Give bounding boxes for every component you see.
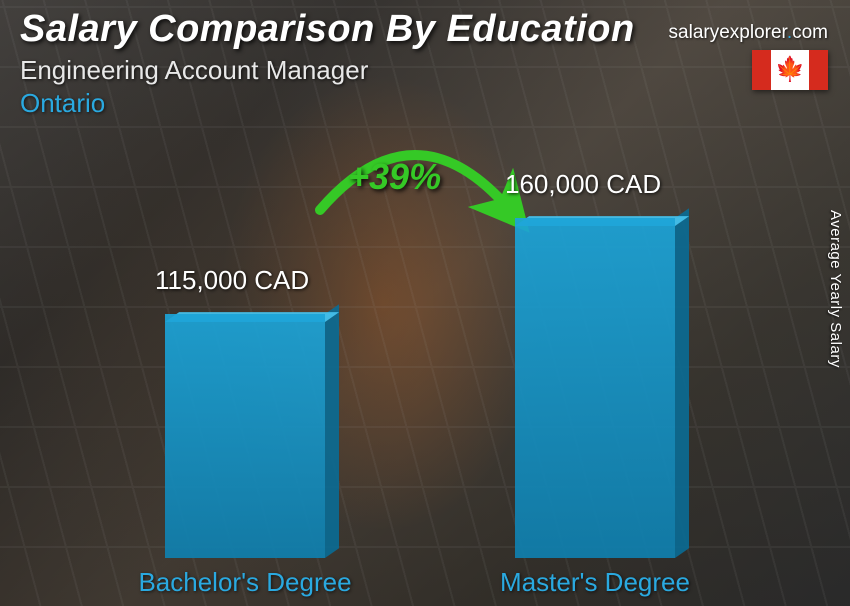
site-brand: salaryexplorer.com [669, 22, 828, 44]
bar-category-label: Master's Degree [500, 567, 690, 598]
bar-value-label: 160,000 CAD [505, 169, 661, 200]
maple-leaf-icon: 🍁 [775, 58, 805, 82]
flag-right-bar [809, 50, 828, 90]
chart-area: +39% 115,000 CAD Bachelor's Degree 160,000… [0, 150, 850, 606]
bar-front [165, 314, 325, 558]
bar-1 [515, 218, 675, 558]
bar-side-face [675, 208, 689, 558]
flag-center: 🍁 [771, 50, 809, 90]
bar-front [515, 218, 675, 558]
brand-prefix: salaryexplorer [669, 22, 787, 43]
chart-subtitle: Engineering Account Manager [20, 55, 830, 86]
bar-value-label: 115,000 CAD [155, 265, 309, 296]
bar-side-face [325, 304, 339, 558]
bar-0 [165, 314, 325, 558]
country-flag-canada: 🍁 [752, 50, 828, 90]
bar-category-label: Bachelor's Degree [138, 567, 351, 598]
brand-suffix: com [792, 22, 828, 43]
flag-left-bar [752, 50, 771, 90]
chart-location: Ontario [20, 88, 830, 119]
percentage-change-badge: +39% [348, 156, 441, 198]
change-arrow [0, 150, 850, 606]
